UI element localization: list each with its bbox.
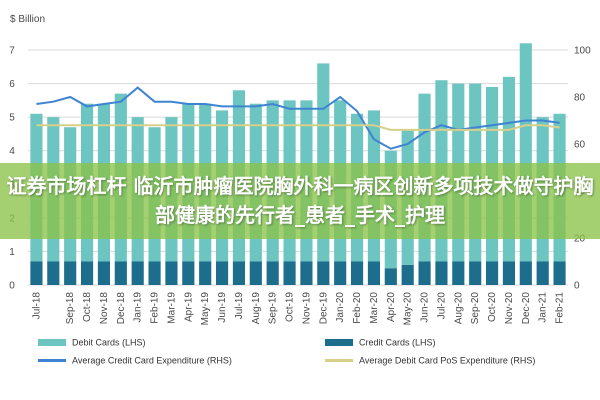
credit-bar <box>165 261 178 285</box>
left-tick-label: 7 <box>9 46 15 57</box>
x-tick-label: Apr-20 <box>386 292 397 322</box>
x-tick-label: Aug-19 <box>251 292 262 325</box>
left-tick-label: 0 <box>9 281 15 292</box>
x-tick-label: Jan-19 <box>133 292 144 323</box>
x-tick-label: Apr-19 <box>183 292 194 322</box>
x-tick-label: Jul-19 <box>234 292 245 320</box>
x-tick-label: Nov-18 <box>99 292 110 325</box>
credit-bar <box>30 261 43 285</box>
legend-label: Credit Cards (LHS) <box>359 338 436 348</box>
credit-bar <box>114 261 127 285</box>
credit-bar <box>148 261 161 285</box>
x-tick-label: Feb-21 <box>555 292 566 324</box>
x-tick-label: Oct-19 <box>285 292 296 322</box>
credit-bar <box>519 261 532 285</box>
legend-swatch <box>325 339 353 346</box>
x-tick-label: Feb-20 <box>352 292 363 324</box>
credit-bar <box>334 261 347 285</box>
right-tick-label: 0 <box>574 281 580 292</box>
x-tick-label: Oct-20 <box>487 292 498 322</box>
x-tick-label: Jan-20 <box>335 292 346 323</box>
credit-bar <box>249 261 262 285</box>
x-tick-label: Jun-19 <box>217 292 228 323</box>
legend-label: Debit Cards (LHS) <box>72 338 146 348</box>
credit-bar <box>266 261 279 285</box>
credit-bar <box>401 264 414 285</box>
line-series <box>36 86 560 150</box>
x-tick-label: Oct-18 <box>82 292 93 322</box>
right-tick-label: 60 <box>574 140 586 151</box>
x-tick-label: Aug-20 <box>453 292 464 325</box>
left-tick-label: 6 <box>9 79 15 90</box>
left-axis-unit: $ Billion <box>10 14 45 25</box>
x-tick-label: Jul-20 <box>436 292 447 320</box>
x-tick-label: Nov-19 <box>301 292 312 325</box>
credit-bar <box>300 261 313 285</box>
credit-bar <box>47 261 60 285</box>
banner-text: 证券市场杠杆 临沂市肿瘤医院胸外科一病区创新多项技术做守护胸部健康的先行者_患者… <box>6 174 594 227</box>
x-tick-label: Dec-19 <box>318 292 329 325</box>
credit-bar <box>485 261 499 285</box>
x-tick-label: Feb-19 <box>150 292 161 324</box>
credit-bar <box>418 261 431 285</box>
credit-bar <box>199 261 212 285</box>
legend-swatch <box>38 339 66 346</box>
credit-bar <box>469 261 482 285</box>
x-tick-label: Dec-20 <box>521 292 532 325</box>
x-tick-label: Nov-20 <box>504 292 515 325</box>
series-line <box>36 86 560 150</box>
x-tick-label: Dec-18 <box>116 292 127 325</box>
x-tick-label: Jul-18 <box>31 292 42 320</box>
left-tick-label: 4 <box>9 146 15 157</box>
credit-bar <box>232 261 246 285</box>
legend-label: Average Debit Card PoS Expenditure (RHS) <box>359 356 535 366</box>
x-tick-label: Mar-20 <box>369 292 380 324</box>
credit-bar <box>182 261 195 285</box>
credit-bar <box>553 261 566 285</box>
credit-bar <box>317 261 330 285</box>
x-tick-label: Jan-21 <box>538 292 549 323</box>
credit-bar <box>435 261 448 285</box>
credit-bar <box>502 261 516 285</box>
x-tick-label: Jun-20 <box>420 292 431 323</box>
x-tick-label: Sep-18 <box>65 292 76 325</box>
x-tick-label: May-19 <box>200 292 211 326</box>
credit-bar <box>97 261 111 285</box>
credit-bar <box>80 261 94 285</box>
overlay-banner: 证券市场杠杆 临沂市肿瘤医院胸外科一病区创新多项技术做守护胸部健康的先行者_患者… <box>0 163 600 239</box>
x-axis: Jul-18 Sep-18 Oct-18 Nov-18 Dec-18 Jan-19 Feb-… <box>31 292 565 326</box>
credit-bar <box>367 261 381 285</box>
legend: Debit Cards (LHS) Credit Cards (LHS) Avera… <box>38 338 535 366</box>
left-tick-label: 5 <box>9 113 15 124</box>
left-tick-label: 1 <box>9 247 15 258</box>
credit-bar <box>215 261 229 285</box>
right-tick-label: 20 <box>574 234 586 245</box>
credit-bar <box>384 268 397 285</box>
credit-bar <box>452 261 465 285</box>
x-tick-label: May-20 <box>403 292 414 326</box>
credit-bar <box>131 261 144 285</box>
x-tick-label: Sep-20 <box>470 292 481 325</box>
right-tick-label: 80 <box>574 93 586 104</box>
series-line <box>36 124 560 131</box>
credit-bar <box>536 261 549 285</box>
x-tick-label: Sep-19 <box>268 292 279 325</box>
legend-label: Average Credit Card Expenditure (RHS) <box>72 356 232 366</box>
credit-bar <box>64 261 77 285</box>
credit-bar <box>283 261 296 285</box>
right-tick-label: 100 <box>574 46 591 57</box>
x-tick-label: Mar-19 <box>166 292 177 324</box>
credit-bar <box>350 261 364 285</box>
